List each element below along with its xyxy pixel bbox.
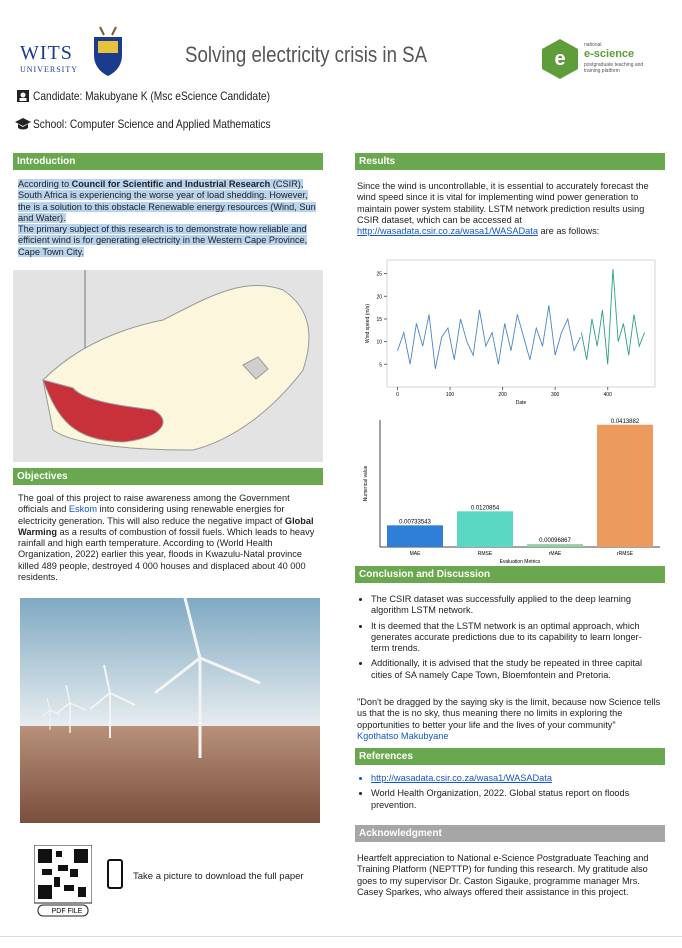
logo-sub: postgraduate teaching and training platf…	[584, 62, 644, 74]
logo-text: WITS	[20, 42, 73, 64]
phone-icon	[107, 859, 123, 889]
turbine-photo	[20, 598, 320, 823]
text: "Don't be dragged by the saying sky is t…	[357, 697, 661, 730]
y-tick-label: 10	[376, 340, 382, 346]
qr-code[interactable]: PDF FILE	[34, 845, 92, 917]
objectives-text: The goal of this project to raise awaren…	[18, 493, 320, 583]
link[interactable]: http://wasadata.csir.co.za/wasa1/WASADat…	[357, 226, 538, 237]
quote: "Don't be dragged by the saying sky is t…	[357, 697, 662, 742]
y-axis-label: Numerical value	[363, 465, 369, 501]
section-heading: Acknowledgment	[355, 825, 665, 842]
x-tick-label: rMAE	[549, 551, 562, 557]
list-item: The CSIR dataset was successfully applie…	[371, 594, 660, 617]
x-axis-label: Evaluation Metrics	[500, 559, 541, 565]
section-heading: Introduction	[13, 153, 323, 170]
y-axis-label: Wind speed (m/s)	[365, 304, 371, 344]
x-tick-label: 300	[551, 392, 560, 398]
person-icon	[17, 90, 29, 102]
list-item: World Health Organization, 2022. Global …	[371, 788, 660, 811]
x-tick-label: 0	[396, 392, 399, 398]
x-tick-label: 100	[446, 392, 455, 398]
line-chart: 5 10 15 20 25 0 100 200 300 400 Date Wind speed (m/…	[365, 259, 656, 406]
school: School: Computer Science and Applied Mat…	[33, 117, 271, 131]
bar-chart: Numerical value Evaluation Metrics 0.00733…	[363, 419, 660, 565]
list-item: Additionally, it is advised that the stu…	[371, 658, 660, 681]
x-tick-label: 200	[498, 392, 507, 398]
bar	[457, 511, 513, 547]
link[interactable]: http://wasadata.csir.co.za/wasa1/WASADat…	[371, 773, 660, 784]
series-line	[397, 305, 581, 369]
bar	[387, 525, 443, 547]
conclusion-list: The CSIR dataset was successfully applie…	[357, 594, 660, 685]
value-label: 0.00096867	[539, 538, 571, 544]
logo-small: national	[584, 42, 602, 48]
text: The goal of this project to raise awaren…	[18, 493, 290, 515]
section-heading: References	[355, 748, 665, 765]
x-tick-label: RMSE	[478, 551, 493, 557]
svg-text:e: e	[554, 48, 565, 70]
text: Kgothatso Makubyane	[357, 730, 449, 741]
section-heading: Results	[355, 153, 665, 170]
value-label: 0.0413882	[611, 419, 640, 425]
text: Council for Scientific and Industrial Re…	[71, 179, 271, 189]
text: Global Warming	[18, 515, 314, 537]
candidate: Candidate: Makubyane K (Msc eScience Can…	[33, 89, 271, 103]
list-item: It is deemed that the LSTM network is an…	[371, 621, 660, 655]
intro-text: According to Council for Scientific and …	[18, 179, 320, 258]
acknowledgment-text: Heartfelt appreciation to National e-Sci…	[357, 853, 649, 897]
download-text: Take a picture to download the full pape…	[133, 871, 304, 882]
y-tick-label: 25	[376, 272, 382, 278]
y-tick-label: 15	[376, 317, 382, 323]
bar	[527, 544, 583, 547]
title: Solving electricity crisis in SA	[185, 42, 428, 67]
text: are as follows:	[537, 226, 600, 237]
value-label: 0.0120854	[471, 505, 500, 511]
x-axis-label: Date	[516, 400, 527, 406]
wits-logo: WITS UNIVERSITY	[20, 42, 78, 74]
qr-label: PDF FILE	[52, 908, 83, 915]
logo-name: e-science	[584, 48, 635, 60]
text: According to	[18, 179, 72, 189]
results-text: Since the wind is uncontrollable, it is …	[357, 181, 662, 237]
bar	[597, 424, 653, 547]
text: into considering using renewable energie…	[18, 504, 285, 526]
map	[13, 270, 323, 462]
value-label: 0.00733543	[399, 519, 431, 525]
text: The primary subject of this research is …	[18, 224, 308, 257]
escience-icon: e	[542, 39, 578, 79]
y-tick-label: 20	[376, 294, 382, 300]
y-tick-label: 5	[379, 362, 382, 368]
x-tick-label: MAE	[410, 551, 422, 557]
text: Eskom	[68, 504, 97, 515]
text: as a results of combustion of fossil fue…	[18, 526, 315, 583]
reference-list: http://wasadata.csir.co.za/wasa1/WASADat…	[357, 773, 660, 815]
series-line	[580, 269, 645, 365]
section-heading: Conclusion and Discussion	[355, 566, 665, 583]
x-tick-label: 400	[604, 392, 613, 398]
x-tick-label: rRMSE	[617, 551, 634, 557]
logo-sub: UNIVERSITY	[20, 65, 78, 74]
cap-icon	[15, 118, 31, 130]
crest	[94, 26, 122, 76]
text: Since the wind is uncontrollable, it is …	[357, 181, 649, 225]
section-heading: Objectives	[13, 468, 323, 485]
plot-frame	[386, 259, 656, 388]
footer-rule	[0, 936, 682, 937]
